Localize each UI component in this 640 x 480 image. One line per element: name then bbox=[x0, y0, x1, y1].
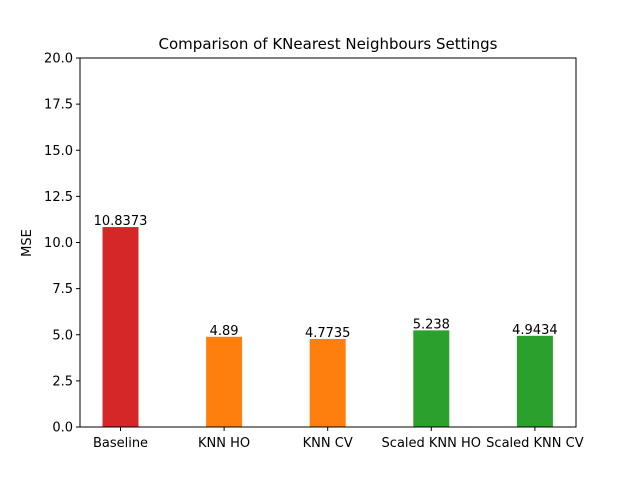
y-tick-label-1: 2.5 bbox=[52, 374, 73, 389]
bar-0 bbox=[102, 227, 139, 427]
chart-title: Comparison of KNearest Neighbours Settin… bbox=[159, 35, 498, 53]
x-tick-label-0: Baseline bbox=[93, 436, 148, 451]
plot-frame bbox=[79, 57, 577, 428]
x-axis-ticks: Baseline KNN HO KNN CV Scaled KNN HO Scaled … bbox=[93, 427, 584, 451]
y-tick-label-7: 17.5 bbox=[44, 98, 73, 113]
bar-value-label-0: 10.8373 bbox=[94, 214, 148, 229]
y-tick-label-0: 0.0 bbox=[52, 421, 73, 436]
x-tick-label-4: Scaled KNN CV bbox=[486, 436, 584, 451]
bar-4 bbox=[516, 335, 553, 427]
y-axis-ticks: 0.0 2.5 5.0 7.5 10.0 12.5 15.0 17.5 20.0 bbox=[44, 52, 80, 436]
y-tick-label-6: 15.0 bbox=[44, 144, 73, 159]
y-tick-label-5: 12.5 bbox=[44, 190, 73, 205]
y-tick-label-4: 10.0 bbox=[44, 236, 73, 251]
bar-3 bbox=[413, 330, 450, 427]
bar-1 bbox=[206, 336, 243, 427]
bar-value-label-3: 5.238 bbox=[413, 317, 450, 332]
y-tick-label-2: 5.0 bbox=[52, 328, 73, 343]
bar-value-label-4: 4.9434 bbox=[512, 323, 558, 338]
bars-group bbox=[102, 227, 553, 427]
x-tick-label-1: KNN HO bbox=[198, 436, 250, 451]
bar-2 bbox=[309, 338, 346, 427]
y-tick-label-3: 7.5 bbox=[52, 282, 73, 297]
bar-labels-group: 10.8373 4.89 4.7735 5.238 4.9434 bbox=[94, 214, 558, 341]
bar-value-label-1: 4.89 bbox=[210, 324, 239, 339]
y-tick-label-8: 20.0 bbox=[44, 52, 73, 67]
x-tick-label-3: Scaled KNN HO bbox=[382, 436, 481, 451]
x-tick-label-2: KNN CV bbox=[303, 436, 353, 451]
y-axis-label: MSE bbox=[20, 229, 35, 257]
bar-value-label-2: 4.7735 bbox=[305, 326, 351, 341]
